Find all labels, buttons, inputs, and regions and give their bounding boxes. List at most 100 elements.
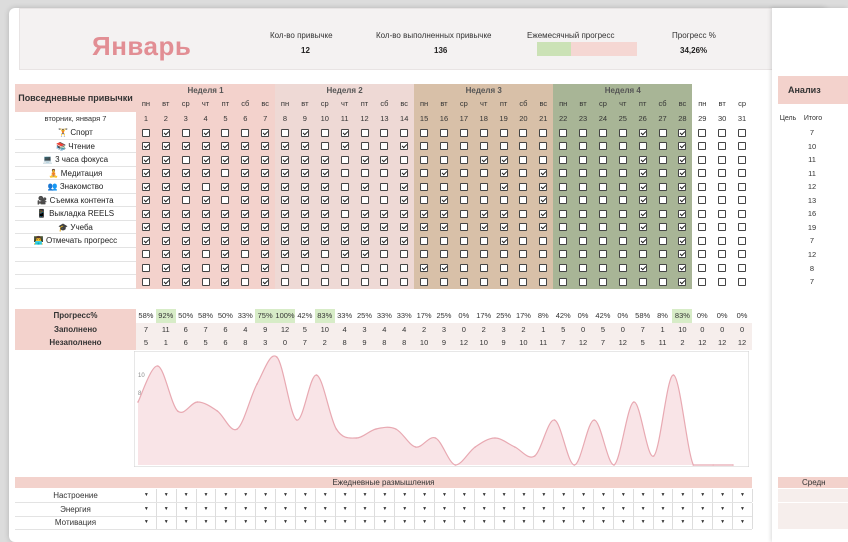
habit-checkbox[interactable] bbox=[181, 264, 190, 272]
habit-checkbox[interactable] bbox=[300, 264, 309, 272]
mood-dropdown[interactable]: ▼ bbox=[342, 519, 348, 525]
mood-dropdown[interactable]: ▼ bbox=[143, 492, 149, 498]
mood-dropdown[interactable]: ▼ bbox=[660, 519, 666, 525]
mood-dropdown[interactable]: ▼ bbox=[402, 492, 408, 498]
habit-checkbox[interactable] bbox=[678, 264, 687, 272]
habit-checkbox[interactable] bbox=[380, 155, 389, 164]
habit-checkbox[interactable] bbox=[698, 128, 707, 137]
habit-checkbox[interactable] bbox=[559, 155, 568, 164]
habit-checkbox[interactable] bbox=[261, 142, 270, 151]
habit-checkbox[interactable] bbox=[658, 264, 667, 272]
habit-checkbox[interactable] bbox=[300, 155, 309, 164]
habit-checkbox[interactable] bbox=[141, 182, 150, 191]
habit-checkbox[interactable] bbox=[618, 250, 627, 259]
habit-checkbox[interactable] bbox=[281, 236, 290, 245]
habit-checkbox[interactable] bbox=[658, 155, 667, 164]
habit-checkbox[interactable] bbox=[181, 196, 190, 205]
mood-dropdown[interactable]: ▼ bbox=[322, 492, 328, 498]
habit-checkbox[interactable] bbox=[360, 264, 369, 272]
mood-dropdown[interactable]: ▼ bbox=[362, 492, 368, 498]
habit-checkbox[interactable] bbox=[539, 155, 548, 164]
habit-checkbox[interactable] bbox=[658, 169, 667, 178]
habit-checkbox[interactable] bbox=[459, 155, 468, 164]
habit-checkbox[interactable] bbox=[221, 128, 230, 137]
habit-checkbox[interactable] bbox=[519, 223, 528, 232]
habit-checkbox[interactable] bbox=[261, 223, 270, 232]
habit-checkbox[interactable] bbox=[499, 277, 508, 286]
habit-checkbox[interactable] bbox=[141, 236, 150, 245]
habit-checkbox[interactable] bbox=[221, 155, 230, 164]
habit-checkbox[interactable] bbox=[579, 169, 588, 178]
mood-dropdown[interactable]: ▼ bbox=[720, 492, 726, 498]
habit-checkbox[interactable] bbox=[559, 142, 568, 151]
mood-dropdown[interactable]: ▼ bbox=[680, 519, 686, 525]
habit-checkbox[interactable] bbox=[201, 182, 210, 191]
habit-checkbox[interactable] bbox=[241, 250, 250, 259]
habit-checkbox[interactable] bbox=[320, 142, 329, 151]
habit-checkbox[interactable] bbox=[638, 209, 647, 218]
mood-dropdown[interactable]: ▼ bbox=[342, 505, 348, 512]
habit-checkbox[interactable] bbox=[300, 223, 309, 232]
habit-checkbox[interactable] bbox=[141, 277, 150, 286]
habit-checkbox[interactable] bbox=[718, 236, 727, 245]
habit-checkbox[interactable] bbox=[479, 209, 488, 218]
habit-checkbox[interactable] bbox=[281, 223, 290, 232]
habit-checkbox[interactable] bbox=[439, 264, 448, 272]
habit-checkbox[interactable] bbox=[360, 155, 369, 164]
habit-checkbox[interactable] bbox=[479, 128, 488, 137]
habit-checkbox[interactable] bbox=[598, 169, 607, 178]
habit-checkbox[interactable] bbox=[201, 155, 210, 164]
habit-checkbox[interactable] bbox=[380, 236, 389, 245]
habit-checkbox[interactable] bbox=[738, 209, 747, 218]
habit-checkbox[interactable] bbox=[638, 196, 647, 205]
habit-checkbox[interactable] bbox=[459, 236, 468, 245]
mood-dropdown[interactable]: ▼ bbox=[740, 492, 745, 498]
habit-checkbox[interactable] bbox=[519, 142, 528, 151]
mood-dropdown[interactable]: ▼ bbox=[640, 505, 646, 512]
habit-checkbox[interactable] bbox=[360, 196, 369, 205]
habit-checkbox[interactable] bbox=[181, 236, 190, 245]
habit-checkbox[interactable] bbox=[459, 196, 468, 205]
habit-checkbox[interactable] bbox=[221, 236, 230, 245]
mood-dropdown[interactable]: ▼ bbox=[541, 519, 547, 525]
habit-checkbox[interactable] bbox=[658, 128, 667, 137]
habit-checkbox[interactable] bbox=[718, 128, 727, 137]
habit-checkbox[interactable] bbox=[718, 277, 727, 286]
habit-checkbox[interactable] bbox=[539, 223, 548, 232]
mood-dropdown[interactable]: ▼ bbox=[461, 519, 467, 525]
habit-checkbox[interactable] bbox=[539, 236, 548, 245]
habit-checkbox[interactable] bbox=[400, 236, 409, 245]
habit-checkbox[interactable] bbox=[738, 155, 747, 164]
habit-checkbox[interactable] bbox=[161, 277, 170, 286]
habit-checkbox[interactable] bbox=[539, 142, 548, 151]
habit-checkbox[interactable] bbox=[738, 236, 747, 245]
habit-checkbox[interactable] bbox=[420, 236, 429, 245]
habit-checkbox[interactable] bbox=[559, 169, 568, 178]
habit-checkbox[interactable] bbox=[718, 264, 727, 272]
habit-checkbox[interactable] bbox=[261, 182, 270, 191]
habit-checkbox[interactable] bbox=[439, 277, 448, 286]
mood-dropdown[interactable]: ▼ bbox=[501, 505, 507, 512]
habit-checkbox[interactable] bbox=[698, 250, 707, 259]
habit-checkbox[interactable] bbox=[281, 277, 290, 286]
habit-checkbox[interactable] bbox=[519, 250, 528, 259]
habit-checkbox[interactable] bbox=[638, 155, 647, 164]
mood-dropdown[interactable]: ▼ bbox=[720, 519, 726, 525]
mood-dropdown[interactable]: ▼ bbox=[302, 505, 308, 512]
habit-checkbox[interactable] bbox=[141, 128, 150, 137]
habit-checkbox[interactable] bbox=[559, 277, 568, 286]
habit-checkbox[interactable] bbox=[618, 264, 627, 272]
habit-checkbox[interactable] bbox=[201, 223, 210, 232]
habit-checkbox[interactable] bbox=[638, 182, 647, 191]
mood-dropdown[interactable]: ▼ bbox=[481, 505, 487, 512]
habit-checkbox[interactable] bbox=[738, 250, 747, 259]
habit-checkbox[interactable] bbox=[519, 128, 528, 137]
habit-checkbox[interactable] bbox=[181, 169, 190, 178]
mood-dropdown[interactable]: ▼ bbox=[183, 519, 189, 525]
habit-checkbox[interactable] bbox=[539, 128, 548, 137]
mood-dropdown[interactable]: ▼ bbox=[700, 492, 706, 498]
habit-checkbox[interactable] bbox=[340, 264, 349, 272]
habit-checkbox[interactable] bbox=[281, 209, 290, 218]
habit-checkbox[interactable] bbox=[459, 277, 468, 286]
habit-checkbox[interactable] bbox=[459, 264, 468, 272]
